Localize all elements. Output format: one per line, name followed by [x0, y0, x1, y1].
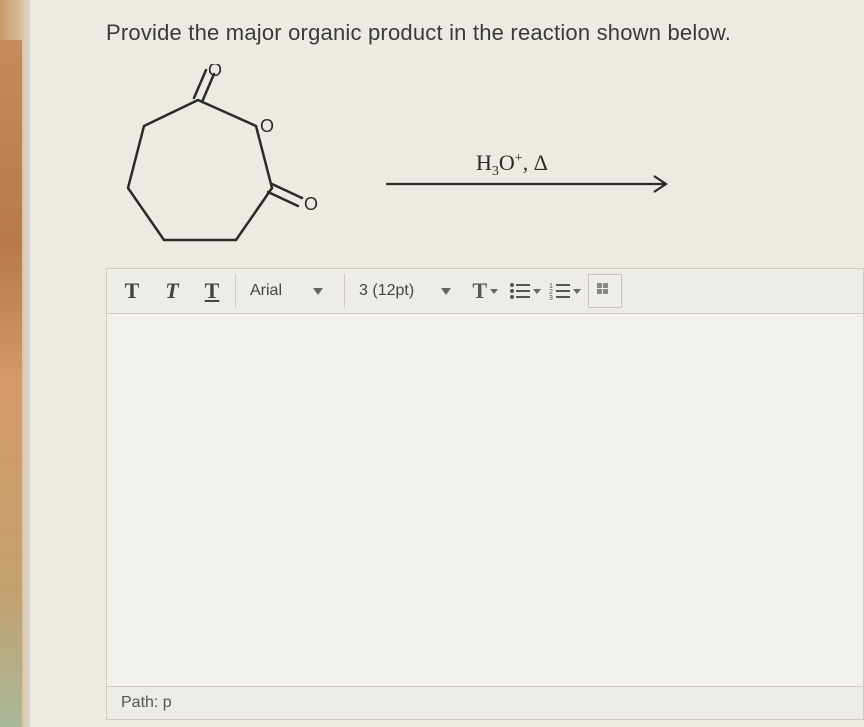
font-size-select[interactable]: 3 (12pt) [344, 274, 424, 308]
font-family-value: Arial [250, 282, 282, 300]
reaction-arrow [386, 176, 666, 192]
grid-icon [596, 282, 614, 300]
atom-o-side: O [304, 194, 318, 214]
answer-editor[interactable] [106, 314, 864, 686]
numbered-list-button[interactable]: 123 [548, 274, 582, 308]
question-panel: Provide the major organic product in the… [28, 0, 864, 727]
path-indicator: Path: p [121, 694, 172, 712]
bullet-list-icon [509, 282, 530, 300]
font-family-caret-icon[interactable] [313, 288, 323, 295]
text-color-label: T [472, 278, 487, 304]
bold-button[interactable]: T [115, 274, 149, 308]
editor-statusbar: Path: p [106, 686, 864, 720]
atom-o-top: O [208, 64, 222, 80]
more-tools-button[interactable] [588, 274, 622, 308]
underline-button[interactable]: T [195, 274, 229, 308]
numbered-list-icon: 123 [549, 282, 570, 300]
font-size-value: 3 (12pt) [359, 282, 414, 300]
atom-o-ring: O [260, 116, 274, 136]
font-family-select[interactable]: Arial [235, 274, 292, 308]
text-color-button[interactable]: T [468, 274, 502, 308]
reaction-conditions: H3O+, Δ [476, 150, 548, 179]
reaction-figure: O O O H3O+, Δ [106, 64, 846, 264]
editor-toolbar: T T T Arial 3 (12pt) T 123 [106, 268, 864, 314]
chevron-down-icon [490, 289, 498, 294]
chevron-down-icon [533, 289, 541, 294]
chevron-down-icon [573, 289, 581, 294]
question-prompt: Provide the major organic product in the… [106, 20, 731, 46]
photo-edge [0, 40, 22, 727]
svg-text:3: 3 [549, 295, 553, 300]
font-size-caret-icon[interactable] [441, 288, 451, 295]
bullet-list-button[interactable] [508, 274, 542, 308]
italic-button[interactable]: T [155, 274, 189, 308]
